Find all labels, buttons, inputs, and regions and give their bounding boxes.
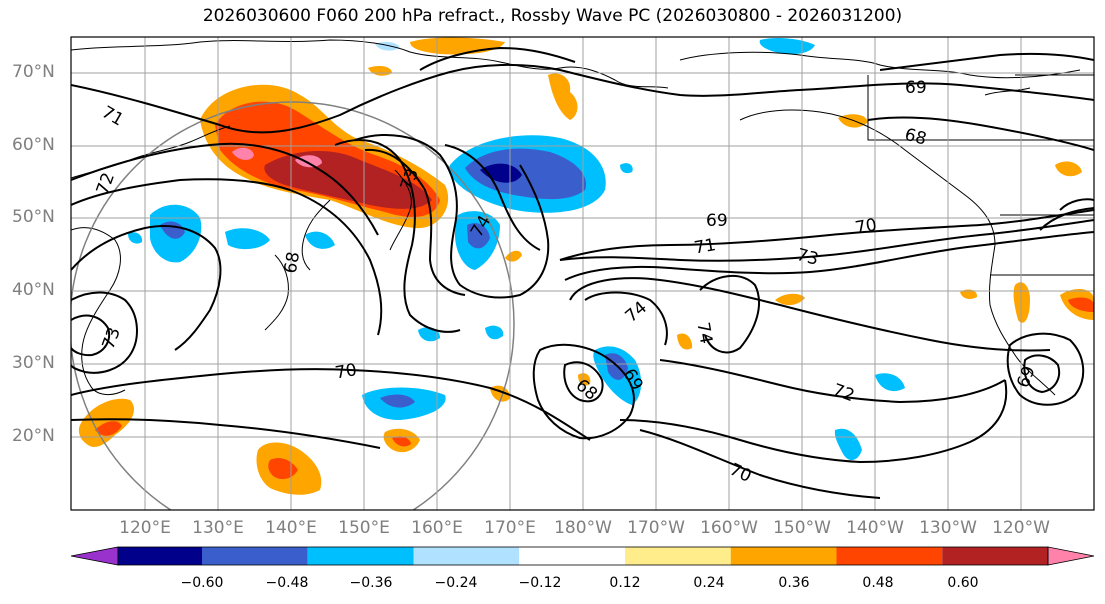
colorbar-swatch: [118, 547, 202, 565]
lon-label: 150°E: [338, 518, 390, 538]
colorbar-swatch: [730, 547, 837, 565]
lon-label: 160°W: [700, 518, 758, 538]
lon-label: 170°W: [627, 518, 685, 538]
colorbar-extend-low: [70, 546, 119, 566]
lon-label: 120°E: [119, 518, 171, 538]
contour-label: 70: [854, 215, 879, 238]
colorbar-tick-label: −0.12: [518, 575, 562, 591]
colorbar-tick-label: −0.36: [349, 575, 393, 591]
colorbar-tick-label: −0.24: [434, 575, 478, 591]
colorbar-tick-label: 0.24: [693, 575, 725, 591]
contour-label: 69: [905, 78, 927, 98]
lon-label: 130°E: [192, 518, 244, 538]
contour-label: 71: [693, 235, 718, 258]
coastlines: [71, 39, 1094, 396]
lon-label: 130°W: [919, 518, 977, 538]
contour-label: 74: [692, 321, 715, 346]
colorbar-tick-label: −0.60: [180, 575, 224, 591]
colorbar-swatch: [942, 547, 1048, 565]
lon-label: 150°W: [773, 518, 831, 538]
colorbar-tick-label: 0.12: [609, 575, 641, 591]
contour-label: 70: [334, 360, 359, 383]
colorbar-swatch: [625, 547, 731, 565]
region-circle: [71, 101, 515, 510]
lon-label: 170°E: [484, 518, 536, 538]
colorbar-tick-label: 0.48: [862, 575, 894, 591]
colorbar-swatch: [413, 547, 520, 565]
colorbar: [70, 546, 1095, 566]
lat-label-20n: 20°N: [12, 426, 55, 446]
lon-label: 180°W: [554, 518, 612, 538]
map-frame: [70, 36, 1095, 511]
lat-label-60n: 60°N: [12, 135, 55, 155]
colorbar-tick-label: −0.48: [265, 575, 309, 591]
colorbar-tick-label: 0.60: [947, 575, 979, 591]
graticule: [71, 37, 1094, 510]
lon-label: 140°W: [846, 518, 904, 538]
map-title: 2026030600 F060 200 hPa refract., Rossby…: [202, 6, 903, 26]
contour-label: 69: [706, 211, 728, 231]
colorbar-tick-label: 0.36: [778, 575, 810, 591]
lon-label: 120°W: [992, 518, 1050, 538]
colorbar-frame: [117, 546, 1049, 566]
lon-label: 160°E: [411, 518, 463, 538]
lon-label: 140°E: [265, 518, 317, 538]
colorbar-swatch: [519, 547, 625, 565]
lat-label-30n: 30°N: [12, 353, 55, 373]
lat-label-50n: 50°N: [12, 207, 55, 227]
refractivity-contours: [71, 46, 1094, 499]
contour-label: 68: [281, 250, 304, 275]
colorbar-swatch: [836, 547, 943, 565]
colorbar-extend-high: [1047, 546, 1095, 566]
colorbar-swatch: [202, 547, 308, 565]
lat-label-70n: 70°N: [12, 62, 55, 82]
lat-label-40n: 40°N: [12, 280, 55, 300]
colorbar-swatch: [307, 547, 414, 565]
